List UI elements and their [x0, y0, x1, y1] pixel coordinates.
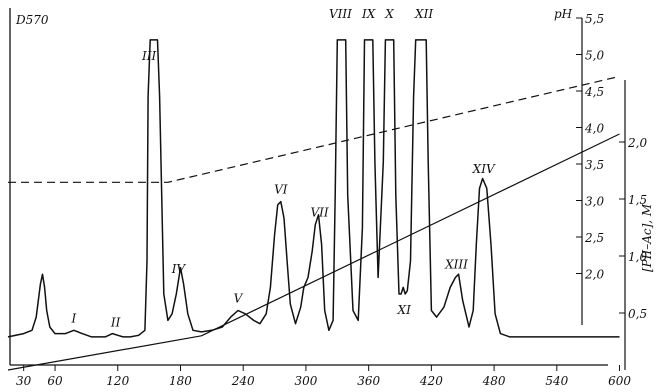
- peak-label: IX: [361, 7, 376, 21]
- x-tick-label: 300: [294, 374, 317, 388]
- concentration-tick-label: 1,0: [628, 250, 647, 264]
- peak-label: XII: [414, 7, 433, 21]
- x-tick-label: 240: [231, 374, 255, 388]
- x-tick-label: 180: [169, 374, 192, 388]
- x-tick-label: 60: [47, 374, 63, 388]
- peak-label: II: [110, 316, 121, 330]
- peak-label: X: [384, 7, 394, 21]
- ph-tick-label: 2,0: [584, 268, 604, 282]
- axis-titles: D570 pH [PII–Ac], M: [15, 7, 654, 272]
- x-tick-label: 480: [482, 374, 506, 388]
- ph-gradient-line: [8, 75, 620, 183]
- x-tick-label: 360: [357, 374, 380, 388]
- x-tick-label: 420: [419, 374, 443, 388]
- ph-tick-label: 5,0: [585, 49, 604, 63]
- y-axis-label-ph: pH: [554, 7, 573, 21]
- ph-tick-label: 3,0: [585, 195, 604, 209]
- x-tick-label: 30: [16, 374, 32, 388]
- peak-label: VIII: [329, 7, 352, 21]
- peak-label: III: [141, 49, 156, 63]
- series-layer: [7, 39, 620, 371]
- ph-tick-label: 2,5: [584, 231, 604, 245]
- ph-axis: 2,0 2,5 3,0 3,5 4,0 4,5 5,0 5,5: [576, 12, 604, 325]
- peak-label: VII: [310, 206, 328, 220]
- x-tick-label: 600: [608, 374, 631, 388]
- y-axis-label-concentration: [PII–Ac], M: [640, 203, 654, 272]
- concentration-tick-label: 1,5: [628, 193, 647, 207]
- absorbance-curve: [7, 39, 620, 338]
- peak-label: VI: [274, 183, 288, 197]
- x-tick-label: 540: [545, 374, 568, 388]
- ph-tick-label: 5,5: [585, 12, 604, 26]
- peak-label: V: [234, 292, 244, 306]
- peak-label: IV: [171, 262, 187, 276]
- ph-tick-label: 4,5: [584, 85, 604, 99]
- x-axis: 30 60 120 180 240 300 360 420 480 540 600: [10, 364, 631, 388]
- ph-tick-label: 3,5: [585, 158, 604, 172]
- y-axis-label-left: D570: [15, 13, 49, 27]
- concentration-axis: 0,5 1,0 1,5 2,0: [619, 80, 647, 370]
- x-tick-label: 120: [106, 374, 129, 388]
- concentration-gradient-line: [7, 133, 620, 371]
- concentration-tick-label: 0,5: [628, 307, 647, 321]
- ph-tick-label: 4,0: [584, 122, 604, 136]
- concentration-tick-label: 2,0: [627, 136, 647, 150]
- peak-label: XIII: [444, 257, 468, 271]
- peak-label: I: [70, 311, 76, 325]
- peak-label: XIV: [472, 162, 496, 176]
- peak-label: XI: [397, 303, 412, 317]
